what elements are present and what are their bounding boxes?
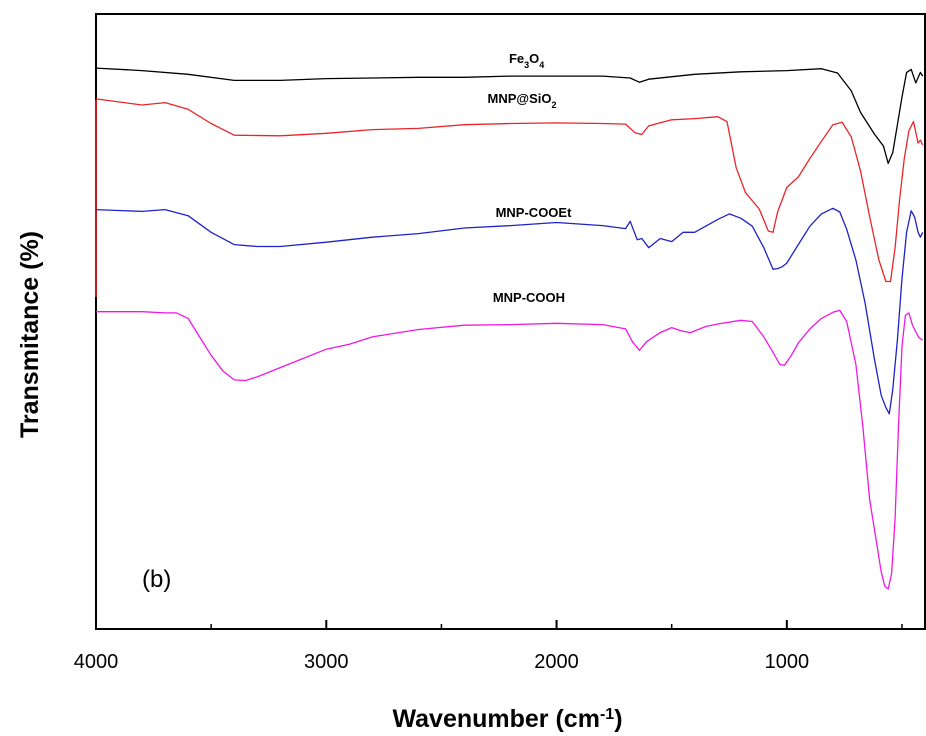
x-tick-label: 1000 [765,651,810,673]
series-label-text: MNP-COOH [493,290,565,305]
y-axis-title: Transmitance (%) [16,231,44,438]
series-label-text: O [529,51,539,66]
series-line-mnp-cooet [95,207,924,415]
series-label-fe3o4: Fe3O4 [509,51,544,70]
x-tick-label: 2000 [534,651,579,673]
series-line-mnp-sio2 [95,98,924,283]
series-label-text: Fe [509,51,524,66]
spectra-labels: Fe3O4 MNP@SiO2 MNP-COOEt MNP-COOH [488,51,573,305]
x-tick-label: 3000 [304,651,349,673]
series-label-mnp-cooh: MNP-COOH [493,290,565,305]
series-label-mnp-sio2: MNP@SiO2 [488,91,557,110]
x-axis-title-suffix: ) [614,705,622,733]
panel-label: (b) [142,566,171,593]
series-label-subscript: 4 [539,60,544,70]
plot-frame [95,13,926,630]
series-label-subscript: 3 [524,60,529,70]
x-axis-ticks: 4000 3000 2000 1000 [74,620,903,673]
spectra-lines [95,67,924,590]
series-label-text: MNP@SiO [488,91,552,106]
series-label-text: MNP-COOEt [496,205,573,220]
series-label-mnp-cooet: MNP-COOEt [496,205,573,220]
series-label-subscript: 2 [551,100,556,110]
x-axis-title: Wavenumber (cm-1) [392,705,622,733]
x-axis-title-superscript: -1 [600,706,614,723]
series-line-mnp-cooh [96,309,923,590]
x-axis-title-main: Wavenumber (cm [392,705,599,733]
series-line-fe3o4 [95,67,924,165]
x-tick-label: 4000 [74,651,119,673]
